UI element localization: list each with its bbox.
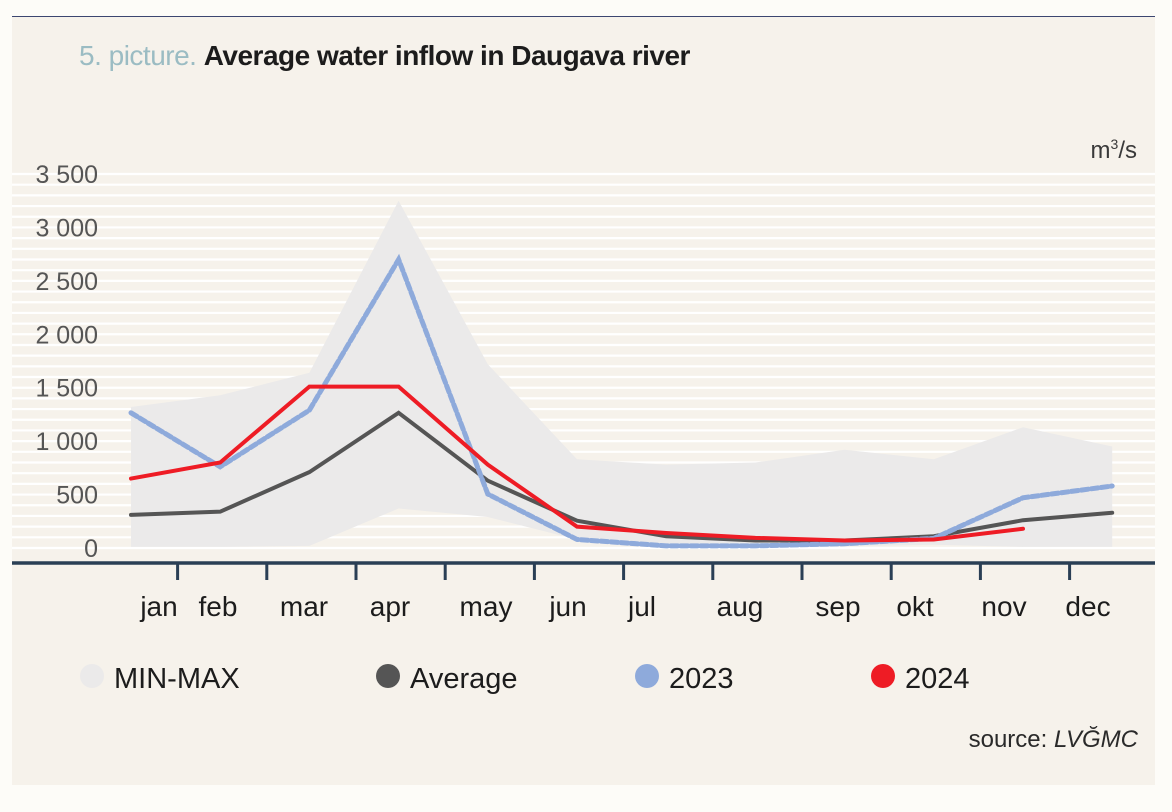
legend-swatch-2024 xyxy=(871,664,895,689)
x-tick-label: sep xyxy=(815,591,860,622)
x-tick-label: dec xyxy=(1065,591,1110,622)
x-tick-label: feb xyxy=(199,591,238,622)
x-tick-label: jan xyxy=(139,591,177,622)
legend-item-average: Average xyxy=(376,662,518,696)
legend-item-minmax: MIN-MAX xyxy=(80,662,240,696)
y-tick-label: 500 xyxy=(56,482,98,510)
legend-swatch-minmax xyxy=(80,664,104,689)
x-tick-label: apr xyxy=(370,591,410,622)
figure-number: 5. picture. xyxy=(79,40,197,71)
y-tick-label: 1 000 xyxy=(35,428,98,456)
x-tick-label: jul xyxy=(627,591,656,622)
x-tick-label: jun xyxy=(548,591,586,622)
x-tick-label: okt xyxy=(896,591,934,622)
y-tick-label: 3 000 xyxy=(35,214,98,242)
title-text: Average water inflow in Daugava river xyxy=(203,40,691,71)
legend-swatch-average xyxy=(376,664,400,689)
legend-item-2024: 2024 xyxy=(871,662,970,696)
minmax-band xyxy=(131,200,1113,547)
y-axis-ticks: 0 500 1 000 1 500 2 000 2 500 3 000 3 500 xyxy=(35,161,98,563)
y-tick-label: 2 500 xyxy=(35,268,98,296)
y-tick-label: 3 500 xyxy=(35,161,98,189)
minmax-area xyxy=(131,200,1113,547)
series-lines xyxy=(128,253,1115,549)
unit-label: m3/s xyxy=(1090,136,1137,164)
y-tick-label: 2 000 xyxy=(35,321,98,349)
y-tick-label: 0 xyxy=(84,535,98,563)
legend-item-2023: 2023 xyxy=(635,662,734,696)
source-note: source: LVĞMC xyxy=(968,726,1138,753)
x-tick-label: aug xyxy=(717,591,764,622)
legend-swatch-2023 xyxy=(635,664,659,689)
x-tick-label: mar xyxy=(280,591,328,622)
y-tick-label: 1 500 xyxy=(35,375,98,403)
x-axis: jan feb mar apr may jun jul aug sep okt nov dec xyxy=(12,561,1155,622)
chart-title: 5. picture. Average water inflow in Daug… xyxy=(79,40,690,72)
x-tick-label: may xyxy=(460,591,513,622)
x-tick-label: nov xyxy=(981,591,1026,622)
series-line-2023 xyxy=(128,253,1115,549)
